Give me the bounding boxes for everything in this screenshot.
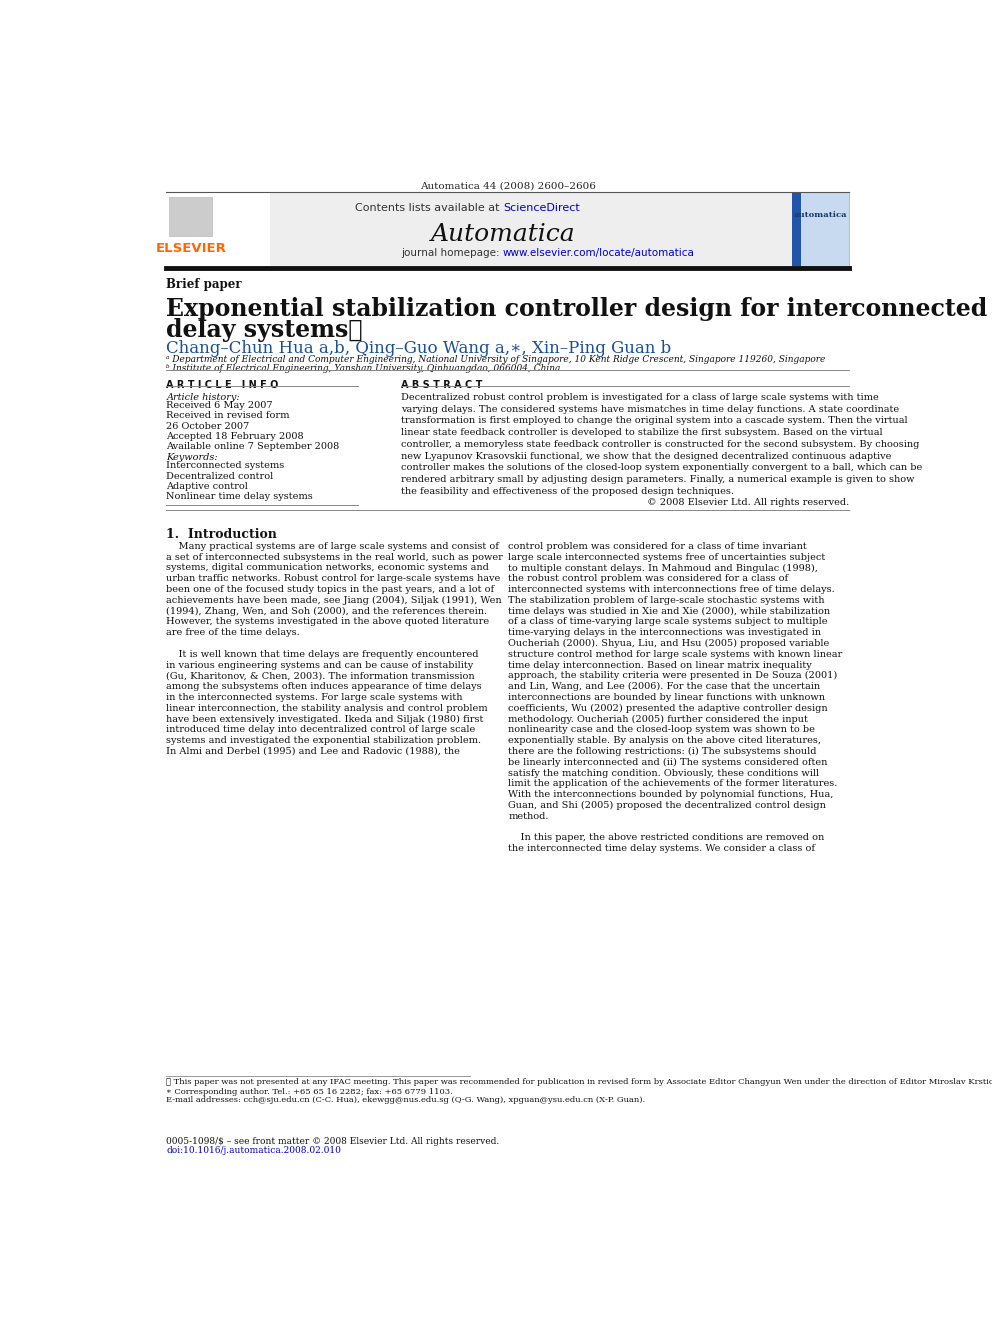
- Text: Adaptive control: Adaptive control: [167, 482, 248, 491]
- Text: Decentralized control: Decentralized control: [167, 471, 274, 480]
- Text: a set of interconnected subsystems in the real world, such as power: a set of interconnected subsystems in th…: [167, 553, 503, 561]
- Text: Interconnected systems: Interconnected systems: [167, 462, 285, 470]
- Text: Contents lists available at: Contents lists available at: [355, 202, 503, 213]
- Text: new Lyapunov Krasovskii functional, we show that the designed decentralized cont: new Lyapunov Krasovskii functional, we s…: [401, 451, 891, 460]
- Text: Oucheriah (2000). Shyua, Liu, and Hsu (2005) proposed variable: Oucheriah (2000). Shyua, Liu, and Hsu (2…: [509, 639, 829, 648]
- Text: Many practical systems are of large scale systems and consist of: Many practical systems are of large scal…: [167, 542, 499, 550]
- FancyBboxPatch shape: [792, 192, 849, 266]
- Text: ᵇ Institute of Electrical Engineering, Yanshan University, Qinhuangdao, 066004, : ᵇ Institute of Electrical Engineering, Y…: [167, 364, 560, 373]
- Text: urban traffic networks. Robust control for large-scale systems have: urban traffic networks. Robust control f…: [167, 574, 501, 583]
- Text: In this paper, the above restricted conditions are removed on: In this paper, the above restricted cond…: [509, 833, 824, 843]
- Text: approach, the stability criteria were presented in De Souza (2001): approach, the stability criteria were pr…: [509, 671, 837, 680]
- Text: Article history:: Article history:: [167, 393, 240, 402]
- Text: limit the application of the achievements of the former literatures.: limit the application of the achievement…: [509, 779, 838, 789]
- Text: systems, digital communication networks, economic systems and: systems, digital communication networks,…: [167, 564, 489, 573]
- Text: satisfy the matching condition. Obviously, these conditions will: satisfy the matching condition. Obviousl…: [509, 769, 819, 778]
- Text: to multiple constant delays. In Mahmoud and Bingulac (1998),: to multiple constant delays. In Mahmoud …: [509, 564, 818, 573]
- Text: time-varying delays in the interconnections was investigated in: time-varying delays in the interconnecti…: [509, 628, 821, 638]
- Text: ELSEVIER: ELSEVIER: [156, 242, 226, 254]
- Text: © 2008 Elsevier Ltd. All rights reserved.: © 2008 Elsevier Ltd. All rights reserved…: [647, 499, 849, 508]
- Text: www.elsevier.com/locate/automatica: www.elsevier.com/locate/automatica: [503, 249, 694, 258]
- Text: varying delays. The considered systems have mismatches in time delay functions. : varying delays. The considered systems h…: [401, 405, 899, 414]
- Text: controller makes the solutions of the closed-loop system exponentially convergen: controller makes the solutions of the cl…: [401, 463, 922, 472]
- Text: be linearly interconnected and (ii) The systems considered often: be linearly interconnected and (ii) The …: [509, 758, 827, 767]
- Text: there are the following restrictions: (i) The subsystems should: there are the following restrictions: (i…: [509, 747, 816, 755]
- Text: and Lin, Wang, and Lee (2006). For the case that the uncertain: and Lin, Wang, and Lee (2006). For the c…: [509, 683, 820, 692]
- Text: of a class of time-varying large scale systems subject to multiple: of a class of time-varying large scale s…: [509, 618, 828, 626]
- Text: It is well known that time delays are frequently encountered: It is well known that time delays are fr…: [167, 650, 479, 659]
- Text: linear state feedback controller is developed to stabilize the first subsystem. : linear state feedback controller is deve…: [401, 429, 883, 437]
- Text: In Almi and Derbel (1995) and Lee and Radovic (1988), the: In Almi and Derbel (1995) and Lee and Ra…: [167, 747, 460, 755]
- Text: (1994), Zhang, Wen, and Soh (2000), and the references therein.: (1994), Zhang, Wen, and Soh (2000), and …: [167, 606, 487, 615]
- Text: are free of the time delays.: are free of the time delays.: [167, 628, 300, 638]
- Text: rendered arbitrary small by adjusting design parameters. Finally, a numerical ex: rendered arbitrary small by adjusting de…: [401, 475, 915, 484]
- Text: ScienceDirect: ScienceDirect: [503, 202, 579, 213]
- Text: in the interconnected systems. For large scale systems with: in the interconnected systems. For large…: [167, 693, 463, 703]
- Text: A R T I C L E   I N F O: A R T I C L E I N F O: [167, 380, 279, 390]
- Text: method.: method.: [509, 812, 549, 820]
- Text: been one of the focused study topics in the past years, and a lot of: been one of the focused study topics in …: [167, 585, 494, 594]
- Text: have been extensively investigated. Ikeda and Siljak (1980) first: have been extensively investigated. Iked…: [167, 714, 484, 724]
- Text: Nonlinear time delay systems: Nonlinear time delay systems: [167, 492, 313, 501]
- Text: However, the systems investigated in the above quoted literature: However, the systems investigated in the…: [167, 618, 489, 626]
- Text: time delays was studied in Xie and Xie (2000), while stabilization: time delays was studied in Xie and Xie (…: [509, 606, 830, 615]
- Text: linear interconnection, the stability analysis and control problem: linear interconnection, the stability an…: [167, 704, 488, 713]
- Text: Keywords:: Keywords:: [167, 454, 218, 462]
- Text: 26 October 2007: 26 October 2007: [167, 422, 250, 430]
- Text: journal homepage:: journal homepage:: [401, 249, 503, 258]
- Text: interconnections are bounded by linear functions with unknown: interconnections are bounded by linear f…: [509, 693, 825, 703]
- FancyBboxPatch shape: [792, 192, 802, 266]
- Text: doi:10.1016/j.automatica.2008.02.010: doi:10.1016/j.automatica.2008.02.010: [167, 1146, 341, 1155]
- Text: ∗ Corresponding author. Tel.: +65 65 16 2282; fax: +65 6779 1103.: ∗ Corresponding author. Tel.: +65 65 16 …: [167, 1088, 453, 1095]
- Text: 1.  Introduction: 1. Introduction: [167, 528, 277, 541]
- Text: exponentially stable. By analysis on the above cited literatures,: exponentially stable. By analysis on the…: [509, 736, 821, 745]
- Text: Accepted 18 February 2008: Accepted 18 February 2008: [167, 431, 304, 441]
- Text: Automatica: Automatica: [431, 224, 575, 246]
- FancyBboxPatch shape: [167, 192, 270, 266]
- Text: Available online 7 September 2008: Available online 7 September 2008: [167, 442, 339, 451]
- Text: the interconnected time delay systems. We consider a class of: the interconnected time delay systems. W…: [509, 844, 815, 853]
- Text: systems and investigated the exponential stabilization problem.: systems and investigated the exponential…: [167, 736, 481, 745]
- Text: E-mail addresses: cch@sju.edu.cn (C-C. Hua), ekewgg@nus.edu.sg (Q-G. Wang), xpgu: E-mail addresses: cch@sju.edu.cn (C-C. H…: [167, 1095, 646, 1103]
- Text: ᵃ Department of Electrical and Computer Engineering, National University of Sing: ᵃ Department of Electrical and Computer …: [167, 356, 825, 364]
- Text: structure control method for large scale systems with known linear: structure control method for large scale…: [509, 650, 842, 659]
- Text: the feasibility and effectiveness of the proposed design techniques.: the feasibility and effectiveness of the…: [401, 487, 734, 496]
- Text: interconnected systems with interconnections free of time delays.: interconnected systems with interconnect…: [509, 585, 835, 594]
- Text: automatica: automatica: [794, 210, 847, 218]
- Text: in various engineering systems and can be cause of instability: in various engineering systems and can b…: [167, 660, 473, 669]
- Text: control problem was considered for a class of time invariant: control problem was considered for a cla…: [509, 542, 807, 550]
- Text: (Gu, Kharitonov, & Chen, 2003). The information transmission: (Gu, Kharitonov, & Chen, 2003). The info…: [167, 671, 475, 680]
- Text: Exponential stabilization controller design for interconnected time: Exponential stabilization controller des…: [167, 298, 992, 321]
- Text: Brief paper: Brief paper: [167, 278, 242, 291]
- Text: delay systems⋆: delay systems⋆: [167, 318, 363, 341]
- Text: the robust control problem was considered for a class of: the robust control problem was considere…: [509, 574, 789, 583]
- Text: introduced time delay into decentralized control of large scale: introduced time delay into decentralized…: [167, 725, 475, 734]
- Text: The stabilization problem of large-scale stochastic systems with: The stabilization problem of large-scale…: [509, 595, 825, 605]
- FancyBboxPatch shape: [167, 192, 849, 266]
- Text: Received in revised form: Received in revised form: [167, 411, 290, 421]
- Text: large scale interconnected systems free of uncertainties subject: large scale interconnected systems free …: [509, 553, 825, 561]
- Text: achievements have been made, see Jiang (2004), Siljak (1991), Wen: achievements have been made, see Jiang (…: [167, 595, 502, 605]
- Text: Guan, and Shi (2005) proposed the decentralized control design: Guan, and Shi (2005) proposed the decent…: [509, 800, 826, 810]
- Text: A B S T R A C T: A B S T R A C T: [401, 380, 482, 390]
- Text: transformation is first employed to change the original system into a cascade sy: transformation is first employed to chan…: [401, 417, 908, 426]
- Text: Chang–Chun Hua a,b, Qing–Guo Wang a,∗, Xin–Ping Guan b: Chang–Chun Hua a,b, Qing–Guo Wang a,∗, X…: [167, 340, 672, 357]
- FancyBboxPatch shape: [169, 197, 212, 237]
- Text: ⋆ This paper was not presented at any IFAC meeting. This paper was recommended f: ⋆ This paper was not presented at any IF…: [167, 1078, 992, 1086]
- Text: nonlinearity case and the closed-loop system was shown to be: nonlinearity case and the closed-loop sy…: [509, 725, 815, 734]
- Text: Received 6 May 2007: Received 6 May 2007: [167, 401, 273, 410]
- Text: methodology. Oucheriah (2005) further considered the input: methodology. Oucheriah (2005) further co…: [509, 714, 808, 724]
- Text: controller, a memoryless state feedback controller is constructed for the second: controller, a memoryless state feedback …: [401, 441, 920, 448]
- Text: coefficients, Wu (2002) presented the adaptive controller design: coefficients, Wu (2002) presented the ad…: [509, 704, 828, 713]
- Text: time delay interconnection. Based on linear matrix inequality: time delay interconnection. Based on lin…: [509, 660, 812, 669]
- Text: among the subsystems often induces appearance of time delays: among the subsystems often induces appea…: [167, 683, 482, 691]
- Text: Automatica 44 (2008) 2600–2606: Automatica 44 (2008) 2600–2606: [421, 181, 596, 191]
- Text: Decentralized robust control problem is investigated for a class of large scale : Decentralized robust control problem is …: [401, 393, 879, 402]
- Text: 0005-1098/$ – see front matter © 2008 Elsevier Ltd. All rights reserved.: 0005-1098/$ – see front matter © 2008 El…: [167, 1136, 500, 1146]
- Text: With the interconnections bounded by polynomial functions, Hua,: With the interconnections bounded by pol…: [509, 790, 833, 799]
